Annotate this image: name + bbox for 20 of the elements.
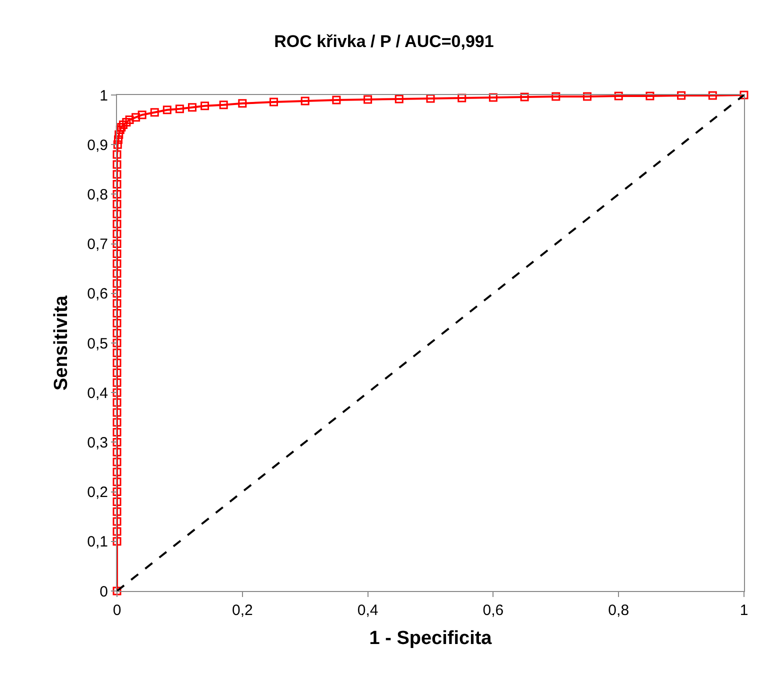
y-tick-label: 1 — [100, 87, 108, 104]
y-tick-label: 0,4 — [87, 384, 108, 402]
y-tick-label: 0,2 — [87, 484, 108, 502]
x-tick-label: 0,6 — [482, 602, 504, 619]
y-tick-label: 0,6 — [87, 286, 108, 303]
x-tick-label: 1 — [740, 602, 748, 619]
y-tick-label: 0,8 — [87, 186, 108, 204]
y-tick-label: 0,5 — [87, 335, 108, 352]
chart-title: ROC křivka / P / AUC=0,991 — [274, 32, 494, 52]
y-tick-label: 0 — [100, 583, 108, 600]
x-tick-label: 0,4 — [357, 602, 378, 619]
y-tick-label: 0,1 — [87, 534, 108, 551]
y-tick-label: 0,9 — [87, 136, 108, 154]
x-tick-label: 0,2 — [232, 602, 253, 619]
x-axis-title: 1 - Specificita — [369, 628, 492, 649]
y-axis-title: Sensitivita — [50, 295, 72, 391]
y-tick-label: 0,3 — [87, 434, 108, 452]
x-tick-label: 0 — [112, 602, 122, 619]
y-tick-label: 0,7 — [87, 236, 108, 254]
x-tick-label: 0,8 — [608, 602, 630, 619]
